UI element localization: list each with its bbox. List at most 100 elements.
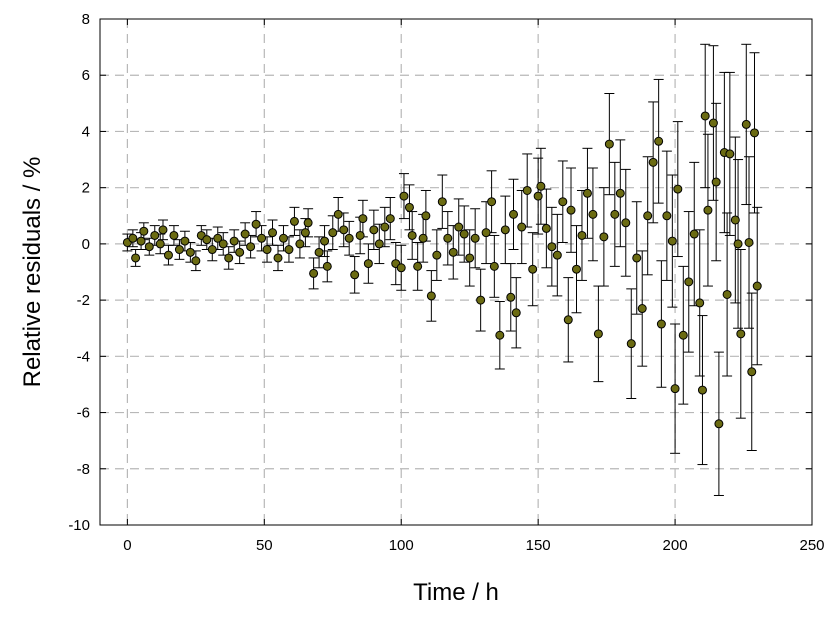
data-point xyxy=(749,128,759,138)
data-point xyxy=(144,242,154,252)
data-point xyxy=(566,205,576,215)
data-point xyxy=(703,205,713,215)
data-point xyxy=(322,261,332,271)
data-point xyxy=(432,250,442,260)
y-tick-label: -6 xyxy=(77,405,90,422)
x-tick-label: 150 xyxy=(526,537,551,554)
data-point xyxy=(476,295,486,305)
plot-frame xyxy=(99,18,813,526)
data-point xyxy=(744,237,754,247)
data-point xyxy=(481,228,491,238)
data-point xyxy=(489,261,499,271)
data-point xyxy=(339,225,349,235)
data-point xyxy=(722,289,732,299)
data-point xyxy=(426,291,436,301)
data-point xyxy=(678,330,688,340)
axis-ticks: 0 50 100 150 200 250 -10 -8 -6 -4 -2 0 2 4 6 8 xyxy=(68,11,824,554)
y-tick-label: -2 xyxy=(77,292,90,309)
y-tick-label: 2 xyxy=(82,180,90,197)
data-point xyxy=(747,367,757,377)
data-point xyxy=(733,239,743,249)
data-point xyxy=(185,247,195,257)
data-point xyxy=(350,270,360,280)
data-point xyxy=(558,197,568,207)
data-point xyxy=(621,218,631,228)
data-point xyxy=(413,261,423,271)
data-point xyxy=(295,239,305,249)
data-point xyxy=(637,304,647,314)
data-point xyxy=(262,245,272,255)
data-point xyxy=(128,233,138,243)
data-point xyxy=(314,247,324,257)
data-point xyxy=(320,236,330,246)
data-point xyxy=(599,232,609,242)
x-tick-label: 200 xyxy=(663,537,688,554)
data-point xyxy=(309,268,319,278)
data-point xyxy=(517,222,527,232)
data-point xyxy=(670,384,680,394)
data-point xyxy=(369,225,379,235)
y-tick-label: 8 xyxy=(82,11,90,28)
data-point xyxy=(695,298,705,308)
data-point xyxy=(300,228,310,238)
x-tick-label: 100 xyxy=(389,537,414,554)
data-point xyxy=(615,188,625,198)
data-point xyxy=(333,209,343,219)
data-points xyxy=(122,111,762,429)
data-point xyxy=(730,215,740,225)
data-point xyxy=(547,242,557,252)
data-point xyxy=(500,225,510,235)
x-tick-label: 250 xyxy=(799,537,824,554)
data-point xyxy=(374,239,384,249)
data-point xyxy=(711,177,721,187)
y-tick-label: 0 xyxy=(82,236,90,253)
data-point xyxy=(251,219,261,229)
data-point xyxy=(385,214,395,224)
y-tick-label: 4 xyxy=(82,123,90,140)
data-point xyxy=(273,253,283,263)
data-point xyxy=(511,308,521,318)
data-point xyxy=(741,119,751,129)
data-point xyxy=(169,230,179,240)
data-point xyxy=(355,230,365,240)
data-point xyxy=(180,236,190,246)
data-point xyxy=(303,218,313,228)
data-point xyxy=(604,139,614,149)
data-point xyxy=(632,253,642,263)
data-point xyxy=(593,329,603,339)
data-point xyxy=(407,230,417,240)
data-point xyxy=(284,245,294,255)
error-bars xyxy=(122,43,763,496)
data-point xyxy=(158,225,168,235)
data-point xyxy=(229,236,239,246)
data-point xyxy=(163,250,173,260)
data-point xyxy=(689,229,699,239)
grid-lines xyxy=(100,19,812,525)
data-point xyxy=(470,233,480,243)
y-tick-label: -10 xyxy=(68,517,90,534)
data-point xyxy=(246,242,256,252)
data-point xyxy=(654,136,664,146)
x-tick-label: 0 xyxy=(123,537,131,554)
data-point xyxy=(150,230,160,240)
data-point xyxy=(610,209,620,219)
data-point xyxy=(552,250,562,260)
data-point xyxy=(396,263,406,273)
data-point xyxy=(328,228,338,238)
data-point xyxy=(448,247,458,257)
x-tick-label: 50 xyxy=(256,537,273,554)
data-point xyxy=(268,228,278,238)
data-point xyxy=(207,245,217,255)
data-point xyxy=(139,226,149,236)
data-point xyxy=(673,184,683,194)
data-point xyxy=(240,229,250,239)
data-point xyxy=(626,339,636,349)
data-point xyxy=(684,277,694,287)
y-tick-label: 6 xyxy=(82,67,90,84)
data-point xyxy=(404,202,414,212)
y-axis-title: Relative residuals / % xyxy=(19,157,46,388)
data-point xyxy=(399,191,409,201)
data-point xyxy=(752,281,762,291)
data-point xyxy=(358,214,368,224)
